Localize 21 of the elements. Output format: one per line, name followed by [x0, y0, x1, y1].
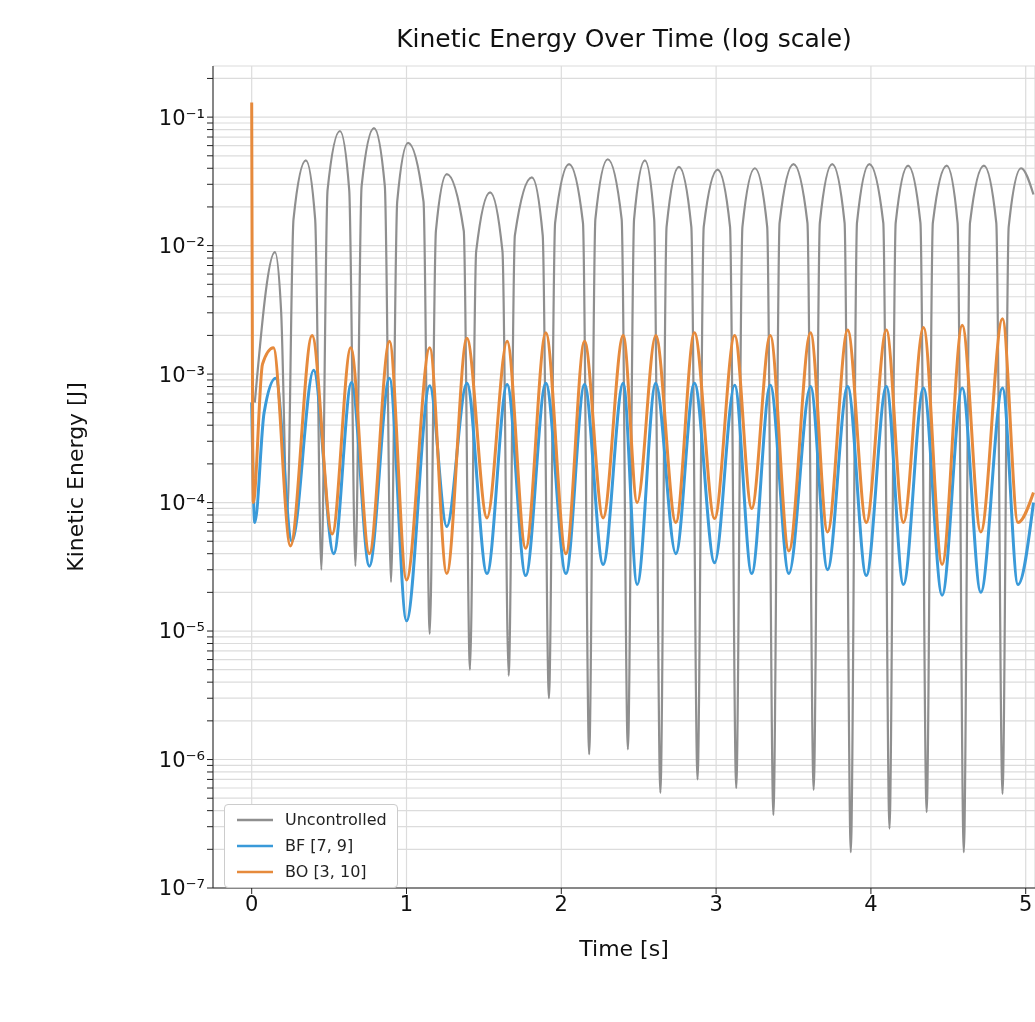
legend-label: Uncontrolled	[285, 809, 387, 831]
y-tick-label: 10⁻⁴	[158, 491, 205, 516]
legend-label: BO [3, 10]	[285, 861, 367, 883]
line-series	[250, 100, 1035, 582]
y-tick-label: 10⁻⁶	[158, 747, 205, 772]
x-tick-label: 3	[709, 891, 723, 916]
x-tick-label: 0	[245, 891, 259, 916]
y-tick-label: 10⁻¹	[158, 105, 205, 130]
x-tick-label: 2	[554, 891, 568, 916]
x-tick-label: 1	[399, 891, 414, 916]
y-tick-label: 10⁻⁵	[158, 619, 205, 644]
line-series	[253, 127, 1035, 854]
y-tick-label: 10⁻⁷	[158, 876, 205, 901]
x-axis-title: Time [s]	[578, 936, 669, 961]
y-tick-label: 10⁻²	[158, 234, 205, 259]
y-tick-label: 10⁻³	[158, 362, 205, 387]
chart-title: Kinetic Energy Over Time (log scale)	[395, 24, 853, 53]
x-tick-label: 5	[1019, 891, 1033, 916]
y-axis-title: Kinetic Energy [J]	[62, 382, 88, 572]
legend-label: BF [7, 9]	[285, 835, 354, 857]
x-tick-label: 4	[864, 891, 878, 916]
